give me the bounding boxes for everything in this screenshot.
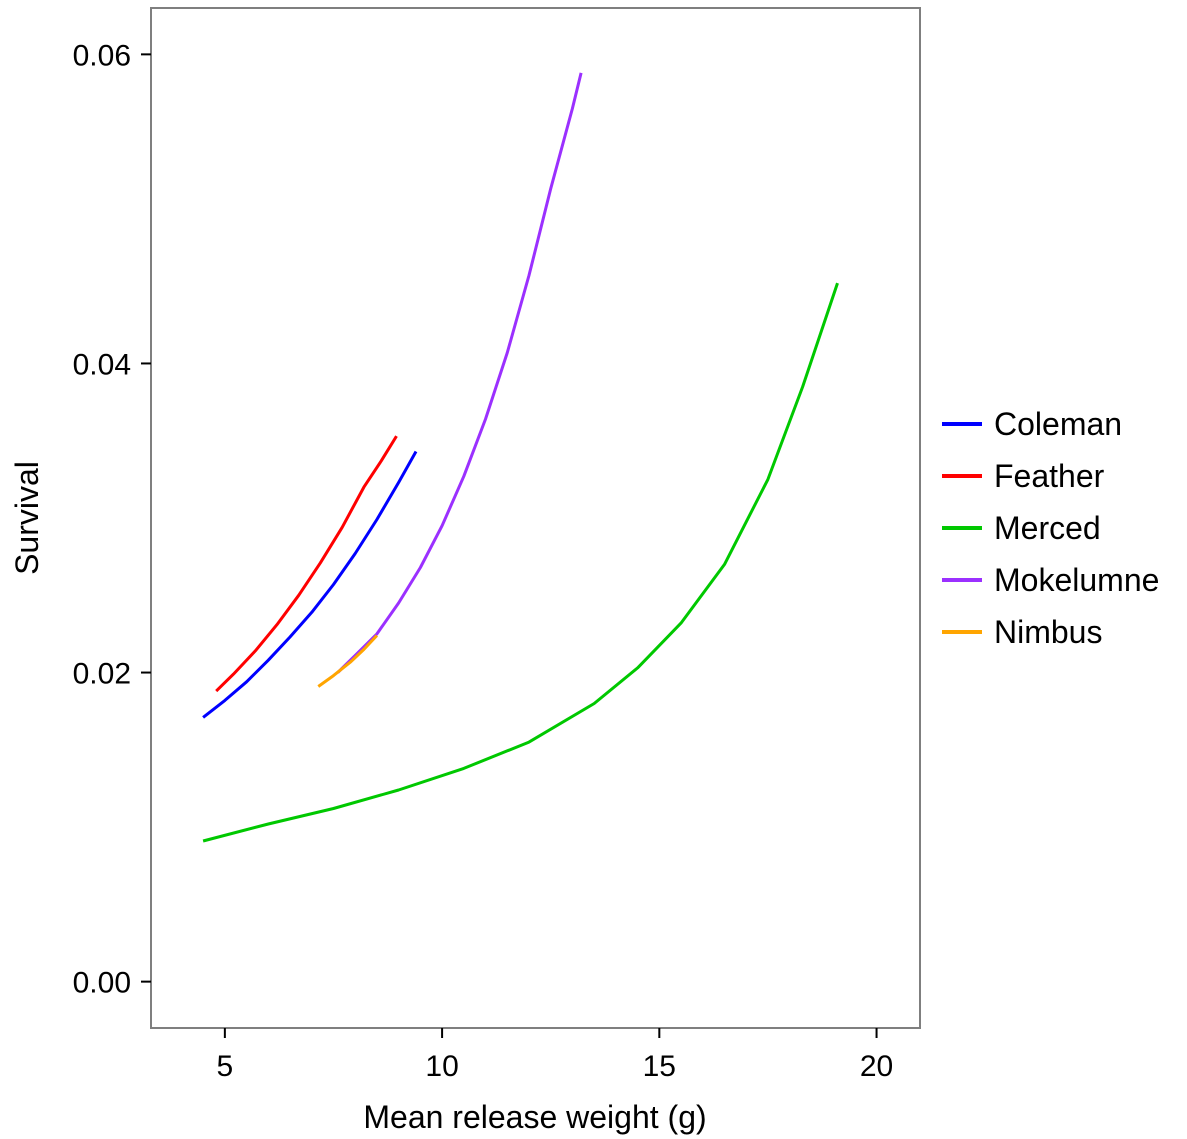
y-axis: 0.00 0.02 0.04 0.06 [73,39,151,1000]
y-tick-label: 0.00 [73,967,131,1000]
x-tick-label: 10 [425,1050,458,1083]
x-axis: 5 10 15 20 [217,1028,893,1083]
x-axis-title: Mean release weight (g) [363,1099,706,1135]
legend: Coleman Feather Merced Mokelumne Nimbus [942,406,1159,650]
legend-label-nimbus: Nimbus [994,614,1102,650]
y-axis-title: Survival [9,461,45,575]
plot-panel [150,7,921,1029]
legend-label-coleman: Coleman [994,406,1122,442]
series-line-coleman [202,450,418,719]
series-line-merced [202,282,839,843]
y-tick-label: 0.02 [73,658,131,691]
legend-label-feather: Feather [994,458,1105,494]
series-line-mokelumne [336,72,583,674]
series-line-feather [215,435,398,693]
legend-label-merced: Merced [994,510,1101,546]
series-line-nimbus [317,634,378,688]
legend-label-mokelumne: Mokelumne [994,562,1159,598]
y-tick-label: 0.04 [73,348,131,381]
x-tick-label: 15 [643,1050,676,1083]
y-tick-label: 0.06 [73,39,131,72]
series-layer [202,72,839,843]
x-tick-label: 5 [217,1050,234,1083]
x-tick-label: 20 [860,1050,893,1083]
